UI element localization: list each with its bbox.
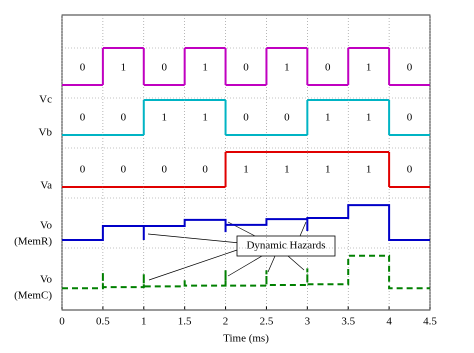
x-tick-label: 1	[141, 316, 147, 328]
bit-label: 1	[325, 112, 331, 124]
output-trace	[62, 204, 430, 241]
bit-label: 0	[161, 164, 167, 176]
x-tick-label: 4.5	[423, 316, 437, 328]
row-label: Vo	[40, 220, 53, 232]
row-label: Va	[40, 180, 52, 192]
bit-label: 0	[325, 62, 331, 74]
bit-label: 1	[366, 164, 372, 176]
bit-label: 1	[202, 62, 208, 74]
bit-label: 1	[366, 112, 372, 124]
bit-label: 1	[366, 62, 372, 74]
bit-label: 0	[407, 62, 413, 74]
row-label: Vo	[40, 274, 53, 286]
x-axis-label: Time (ms)	[223, 333, 269, 345]
bit-label: 1	[284, 164, 290, 176]
x-tick-label: 1.5	[178, 316, 192, 328]
row-label: Vc	[39, 94, 52, 106]
bit-label: 0	[80, 164, 86, 176]
x-tick-label: 3.5	[341, 316, 355, 328]
row-label: Vb	[39, 127, 53, 139]
row-label: (MemC)	[14, 290, 52, 302]
bit-label: 1	[284, 62, 290, 74]
x-tick-label: 3	[305, 316, 311, 328]
bit-label: 0	[80, 112, 86, 124]
bit-label: 0	[243, 62, 249, 74]
bit-label: 1	[243, 164, 249, 176]
bit-label: 1	[121, 62, 127, 74]
bit-label: 0	[121, 112, 127, 124]
bit-label: 0	[243, 112, 249, 124]
x-tick-label: 0	[59, 316, 65, 328]
output-trace	[62, 254, 430, 290]
annotation: Dynamic Hazards	[246, 240, 325, 252]
x-tick-label: 0.5	[96, 316, 110, 328]
bit-label: 0	[161, 62, 167, 74]
bit-label: 1	[202, 112, 208, 124]
annotation-box	[236, 235, 336, 257]
bit-label: 1	[161, 112, 167, 124]
bit-label: 0	[121, 164, 127, 176]
row-label: (MemR)	[14, 236, 52, 248]
bit-label: 0	[407, 112, 413, 124]
bit-label: 1	[325, 164, 331, 176]
x-tick-label: 4	[386, 316, 392, 328]
bit-label: 0	[202, 164, 208, 176]
bit-label: 0	[80, 62, 86, 74]
bit-label: 0	[407, 164, 413, 176]
bit-label: 0	[284, 112, 290, 124]
x-tick-label: 2	[223, 316, 229, 328]
x-tick-label: 2.5	[260, 316, 274, 328]
